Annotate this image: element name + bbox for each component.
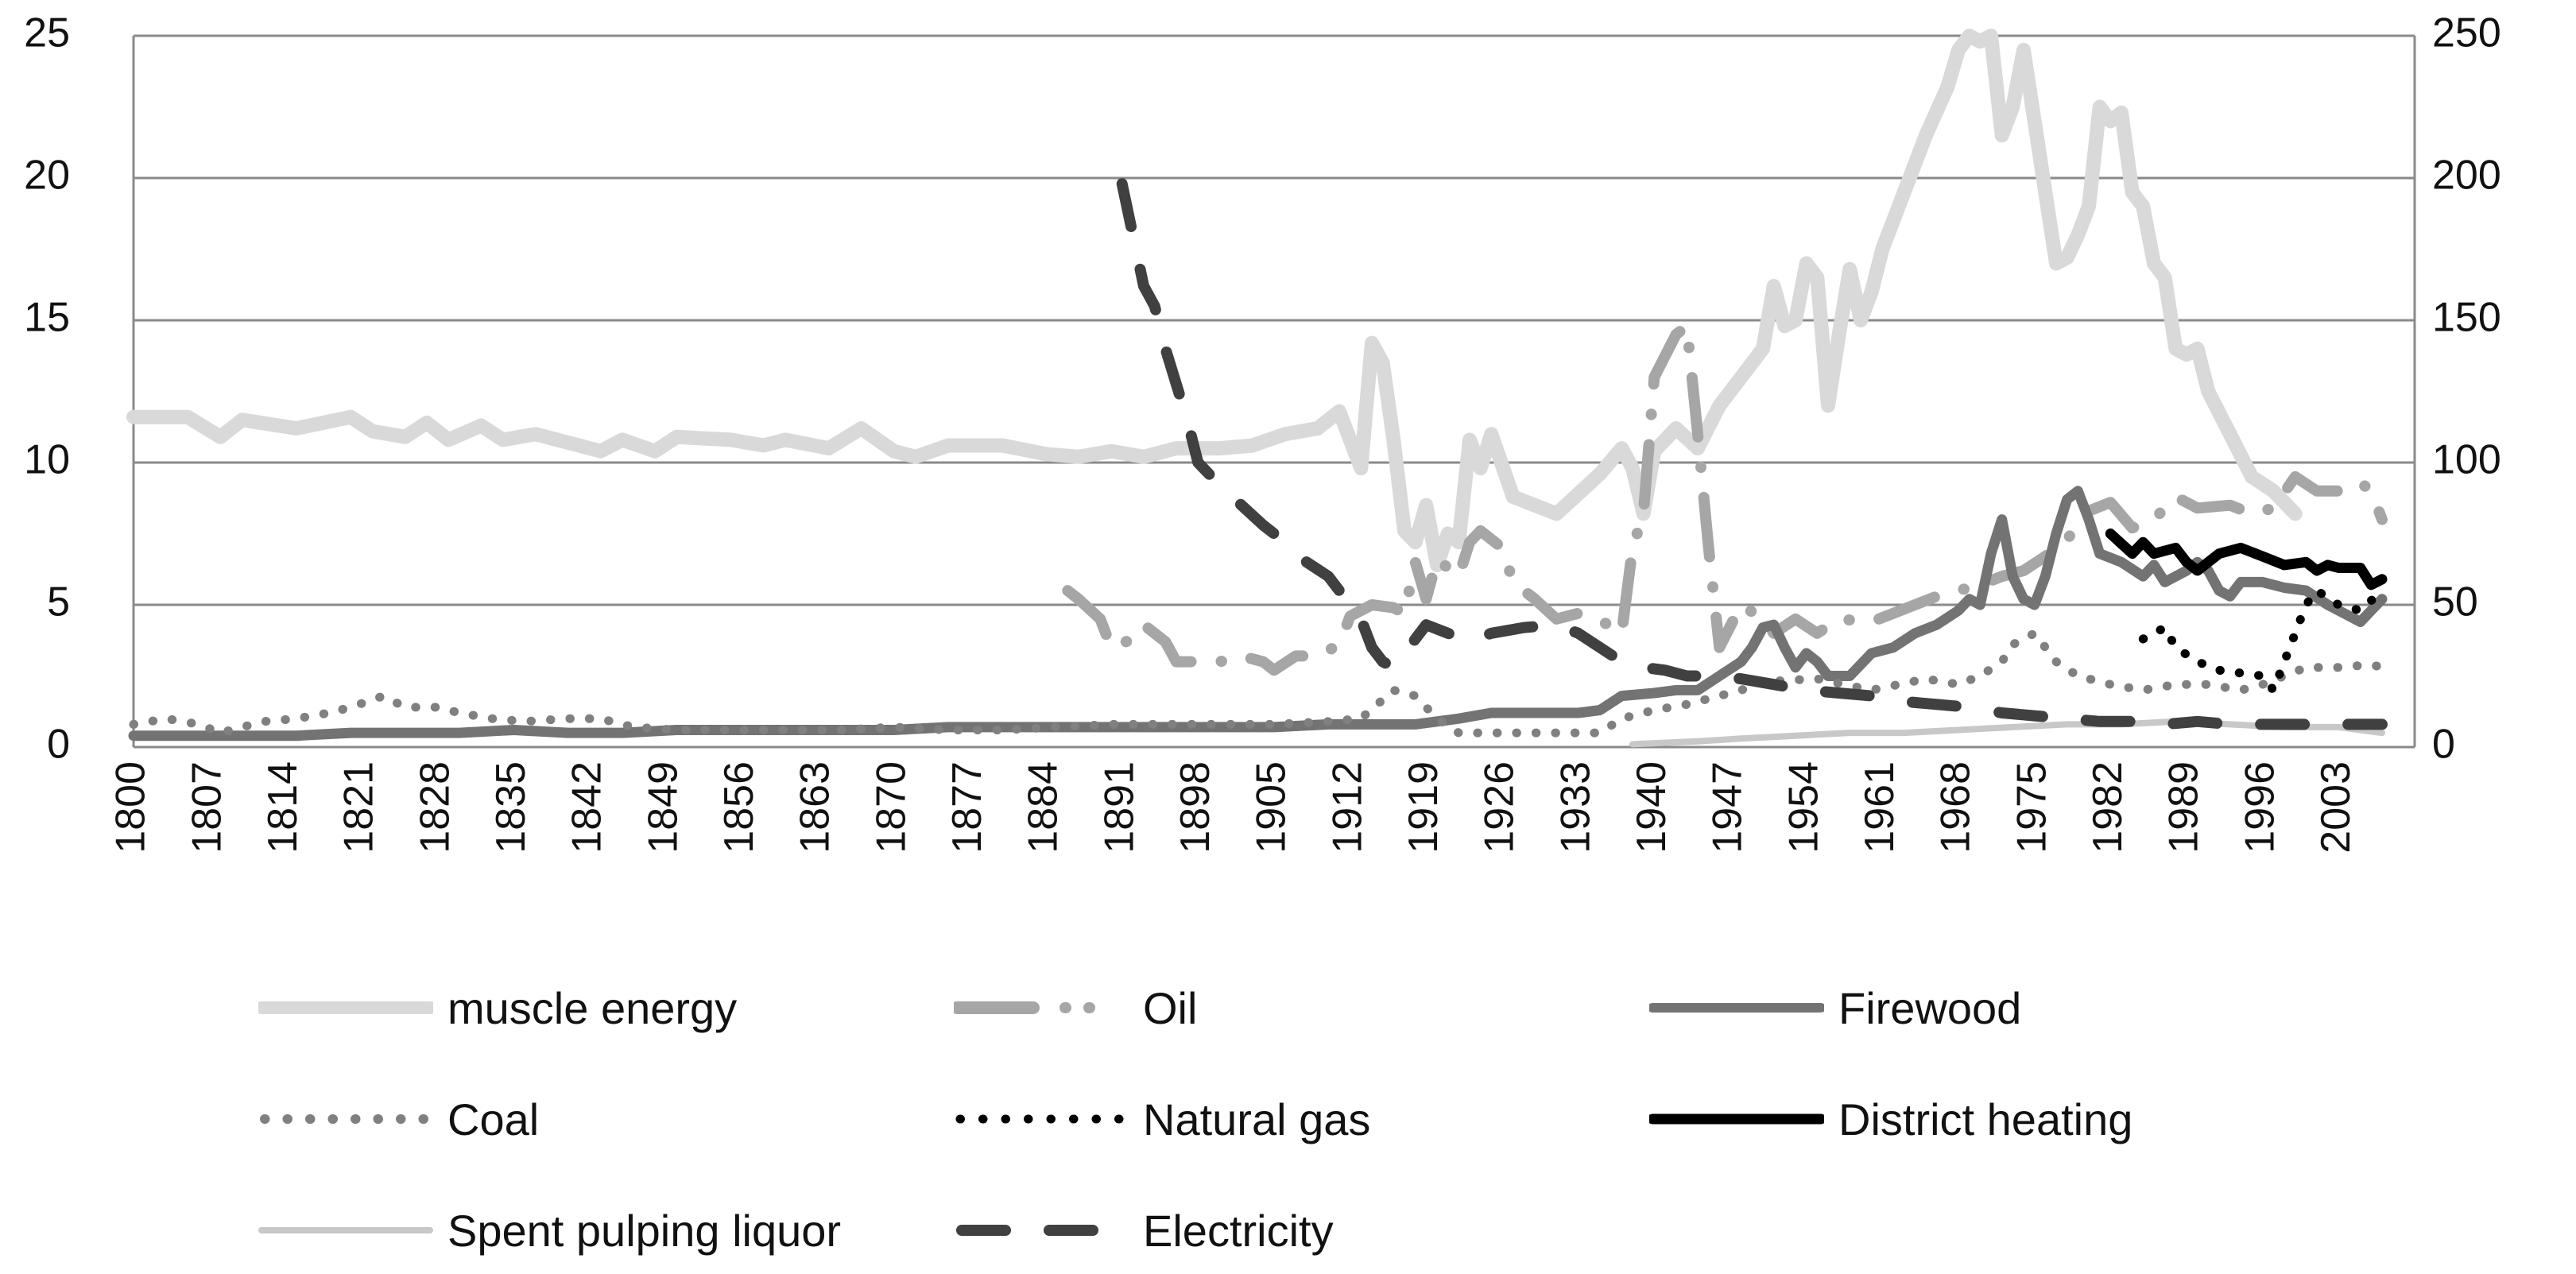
axes xyxy=(132,36,2416,747)
x-tick-label-1919: 1919 xyxy=(1400,761,1447,854)
x-tick-label-1940: 1940 xyxy=(1629,761,1675,854)
series-line-natural-gas xyxy=(2138,586,2387,695)
x-tick-label-1926: 1926 xyxy=(1477,761,1523,854)
y-right-tick-label-150: 150 xyxy=(2432,295,2501,341)
x-tick-label-1975: 1975 xyxy=(2009,761,2055,854)
series-line-muscle-energy xyxy=(126,29,2303,572)
x-tick-label-2003: 2003 xyxy=(2313,761,2359,854)
x-tick-label-1884: 1884 xyxy=(1021,761,1067,854)
x-axis-ticks: 1800 1807 1814 1821 1828 1835 1842 1849 1856 1863… xyxy=(108,761,2359,854)
x-tick-label-1835: 1835 xyxy=(488,761,534,854)
x-tick-label-1898: 1898 xyxy=(1172,761,1218,854)
x-tick-label-1947: 1947 xyxy=(1705,761,1751,854)
x-tick-label-1905: 1905 xyxy=(1249,761,1295,854)
x-tick-label-1933: 1933 xyxy=(1552,761,1598,854)
y-left-tick-label-10: 10 xyxy=(24,437,70,483)
y-left-tick-label-5: 5 xyxy=(47,579,70,625)
y-axis-right-ticks: 0 50 100 150 200 250 xyxy=(2432,10,2501,768)
series-line-firewood xyxy=(128,486,2388,742)
series-line-district-heating xyxy=(2105,529,2388,591)
x-tick-label-1856: 1856 xyxy=(716,761,762,854)
x-tick-label-1849: 1849 xyxy=(640,761,686,854)
x-tick-label-1961: 1961 xyxy=(1857,761,1903,854)
x-tick-label-1996: 1996 xyxy=(2237,761,2283,854)
y-right-tick-label-200: 200 xyxy=(2432,153,2501,199)
y-right-tick-label-50: 50 xyxy=(2432,579,2478,625)
y-right-tick-label-0: 0 xyxy=(2432,722,2455,768)
y-right-tick-label-250: 250 xyxy=(2432,10,2501,56)
gridlines xyxy=(134,34,2415,749)
x-tick-label-1954: 1954 xyxy=(1780,761,1826,854)
series-lines xyxy=(126,29,2388,748)
y-left-tick-label-15: 15 xyxy=(24,295,70,341)
x-tick-label-1807: 1807 xyxy=(184,761,230,854)
x-tick-label-1821: 1821 xyxy=(336,761,382,854)
y-left-tick-label-20: 20 xyxy=(24,153,70,199)
y-right-tick-label-100: 100 xyxy=(2432,437,2501,483)
series-line-electricity xyxy=(1116,178,2388,730)
x-tick-label-1891: 1891 xyxy=(1096,761,1142,854)
x-tick-label-1912: 1912 xyxy=(1324,761,1370,854)
x-tick-label-1870: 1870 xyxy=(868,761,914,854)
x-tick-label-1828: 1828 xyxy=(412,761,458,854)
x-tick-label-1982: 1982 xyxy=(2085,761,2131,854)
y-axis-left-ticks: 0 5 10 15 20 25 xyxy=(24,10,70,768)
y-left-tick-label-0: 0 xyxy=(47,722,70,768)
x-tick-label-1800: 1800 xyxy=(108,761,154,854)
y-left-tick-label-25: 25 xyxy=(24,10,70,56)
series-line-oil xyxy=(1062,320,2388,676)
x-tick-label-1989: 1989 xyxy=(2161,761,2207,854)
x-tick-label-1877: 1877 xyxy=(944,761,990,854)
x-tick-label-1863: 1863 xyxy=(792,761,839,854)
series-line-coal xyxy=(129,629,2387,738)
x-tick-label-1814: 1814 xyxy=(260,761,306,854)
x-tick-label-1968: 1968 xyxy=(1933,761,1979,854)
x-tick-label-1842: 1842 xyxy=(564,761,610,854)
